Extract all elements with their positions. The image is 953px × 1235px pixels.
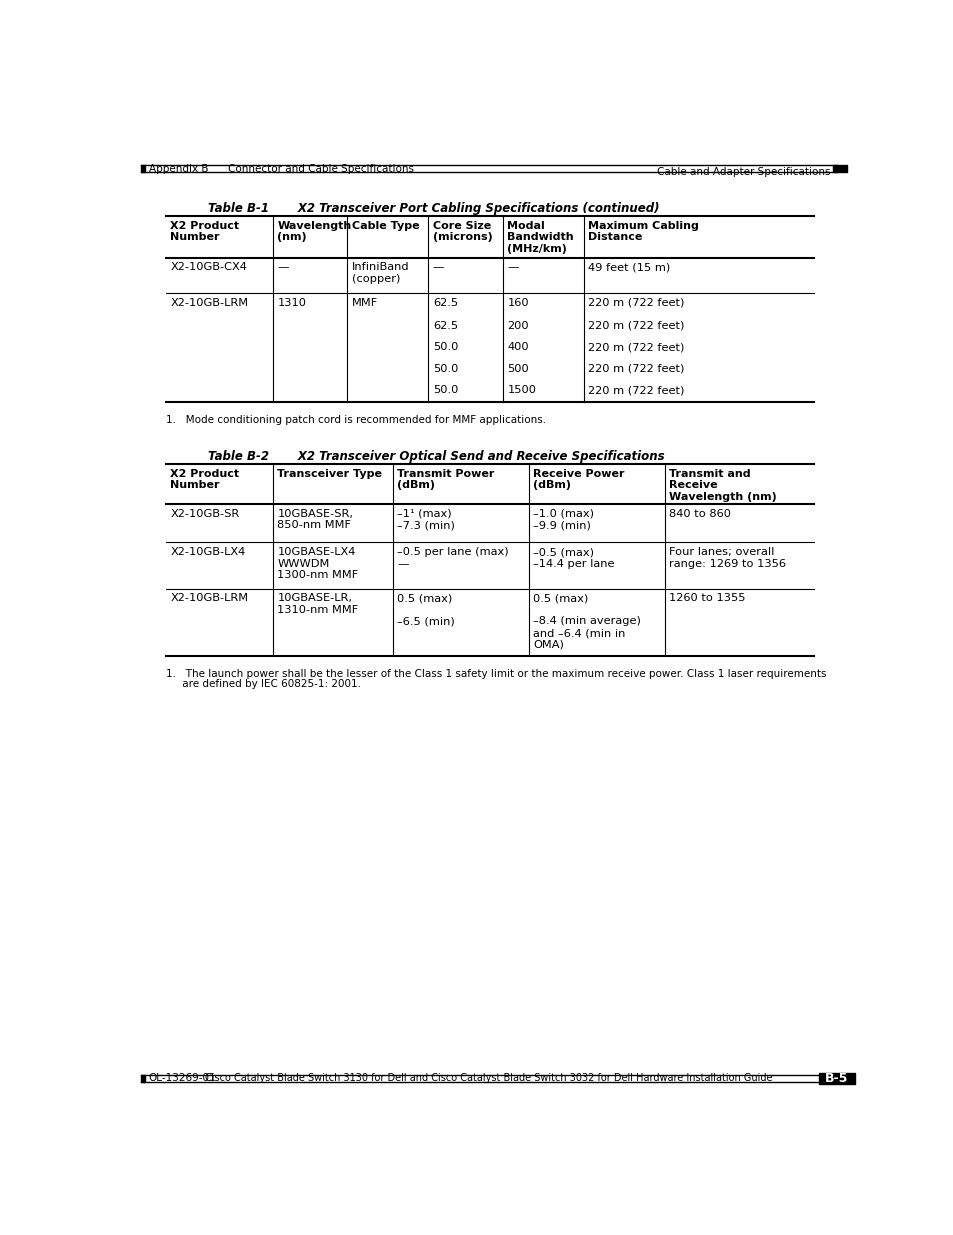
Text: X2-10GB-LX4: X2-10GB-LX4: [171, 547, 245, 557]
Text: Cisco Catalyst Blade Switch 3130 for Dell and Cisco Catalyst Blade Switch 3032 f: Cisco Catalyst Blade Switch 3130 for Del…: [205, 1073, 772, 1083]
Text: Transmit Power
(dBm): Transmit Power (dBm): [396, 468, 494, 490]
Text: 1260 to 1355: 1260 to 1355: [669, 593, 745, 603]
Text: 220 m (722 feet): 220 m (722 feet): [588, 364, 684, 374]
Text: 62.5: 62.5: [433, 321, 457, 331]
Text: 220 m (722 feet): 220 m (722 feet): [588, 342, 684, 352]
Text: Appendix B      Connector and Cable Specifications: Appendix B Connector and Cable Specifica…: [149, 163, 414, 174]
Text: 220 m (722 feet): 220 m (722 feet): [588, 321, 684, 331]
Text: OL-13269-01: OL-13269-01: [149, 1073, 216, 1083]
Text: Four lanes; overall
range: 1269 to 1356: Four lanes; overall range: 1269 to 1356: [669, 547, 785, 568]
Text: Transceiver Type: Transceiver Type: [277, 468, 382, 478]
Text: Receive Power
(dBm): Receive Power (dBm): [533, 468, 624, 490]
Text: Core Size
(microns): Core Size (microns): [433, 221, 492, 242]
Text: –1¹ (max)
–7.3 (min): –1¹ (max) –7.3 (min): [396, 509, 455, 530]
Text: —: —: [433, 262, 444, 272]
Text: 200: 200: [507, 321, 528, 331]
Text: –1.0 (max)
–9.9 (min): –1.0 (max) –9.9 (min): [533, 509, 594, 530]
Text: 220 m (722 feet): 220 m (722 feet): [588, 298, 684, 308]
Text: Maximum Cabling
Distance: Maximum Cabling Distance: [588, 221, 699, 242]
Text: Cable and Adapter Specifications: Cable and Adapter Specifications: [657, 167, 830, 177]
Text: 49 feet (15 m): 49 feet (15 m): [588, 262, 670, 272]
Text: X2 Product
Number: X2 Product Number: [171, 221, 239, 242]
Text: —: —: [507, 262, 518, 272]
Text: 1310: 1310: [277, 298, 306, 308]
Text: X2-10GB-LRM: X2-10GB-LRM: [171, 298, 249, 308]
Text: InfiniBand
(copper): InfiniBand (copper): [352, 262, 409, 284]
Text: Modal
Bandwidth
(MHz/km): Modal Bandwidth (MHz/km): [507, 221, 574, 253]
Text: –0.5 per lane (max)
—: –0.5 per lane (max) —: [396, 547, 508, 568]
Text: Cable Type: Cable Type: [352, 221, 419, 231]
Bar: [141, 165, 145, 172]
Bar: [819, 1073, 854, 1084]
Text: 10GBASE-LR,
1310-nm MMF: 10GBASE-LR, 1310-nm MMF: [277, 593, 358, 615]
Text: 50.0: 50.0: [433, 364, 457, 374]
Text: 220 m (722 feet): 220 m (722 feet): [588, 385, 684, 395]
Text: 50.0: 50.0: [433, 342, 457, 352]
Text: Wavelength
(nm): Wavelength (nm): [277, 221, 352, 242]
Text: —: —: [277, 262, 289, 272]
Text: 50.0: 50.0: [433, 385, 457, 395]
Text: B-5: B-5: [824, 1072, 848, 1084]
Text: 1500: 1500: [507, 385, 536, 395]
Text: X2-10GB-CX4: X2-10GB-CX4: [171, 262, 247, 272]
Text: 500: 500: [507, 364, 529, 374]
Text: X2-10GB-SR: X2-10GB-SR: [171, 509, 239, 519]
Text: Table B-1       X2 Transceiver Port Cabling Specifications (continued): Table B-1 X2 Transceiver Port Cabling Sp…: [208, 203, 659, 215]
Text: –0.5 (max)
–14.4 per lane: –0.5 (max) –14.4 per lane: [533, 547, 614, 568]
Text: Table B-2       X2 Transceiver Optical Send and Receive Specifications: Table B-2 X2 Transceiver Optical Send an…: [208, 450, 664, 463]
Text: 160: 160: [507, 298, 528, 308]
Bar: [832, 165, 846, 172]
Text: MMF: MMF: [352, 298, 377, 308]
Bar: [141, 1074, 145, 1082]
Text: 400: 400: [507, 342, 528, 352]
Text: 62.5: 62.5: [433, 298, 457, 308]
Text: X2-10GB-LRM: X2-10GB-LRM: [171, 593, 249, 603]
Text: are defined by IEC 60825-1: 2001.: are defined by IEC 60825-1: 2001.: [166, 679, 360, 689]
Text: 10GBASE-LX4
WWWDM
1300-nm MMF: 10GBASE-LX4 WWWDM 1300-nm MMF: [277, 547, 358, 580]
Text: 10GBASE-SR,
850-nm MMF: 10GBASE-SR, 850-nm MMF: [277, 509, 353, 530]
Text: 0.5 (max)

–8.4 (min average)
and –6.4 (min in
OMA): 0.5 (max) –8.4 (min average) and –6.4 (m…: [533, 593, 640, 650]
Text: Transmit and
Receive
Wavelength (nm): Transmit and Receive Wavelength (nm): [669, 468, 776, 501]
Text: 1.   The launch power shall be the lesser of the Class 1 safety limit or the max: 1. The launch power shall be the lesser …: [166, 668, 825, 679]
Text: 1.   Mode conditioning patch cord is recommended for MMF applications.: 1. Mode conditioning patch cord is recom…: [166, 415, 545, 425]
Text: X2 Product
Number: X2 Product Number: [171, 468, 239, 490]
Text: 0.5 (max)

–6.5 (min): 0.5 (max) –6.5 (min): [396, 593, 455, 626]
Text: 840 to 860: 840 to 860: [669, 509, 731, 519]
